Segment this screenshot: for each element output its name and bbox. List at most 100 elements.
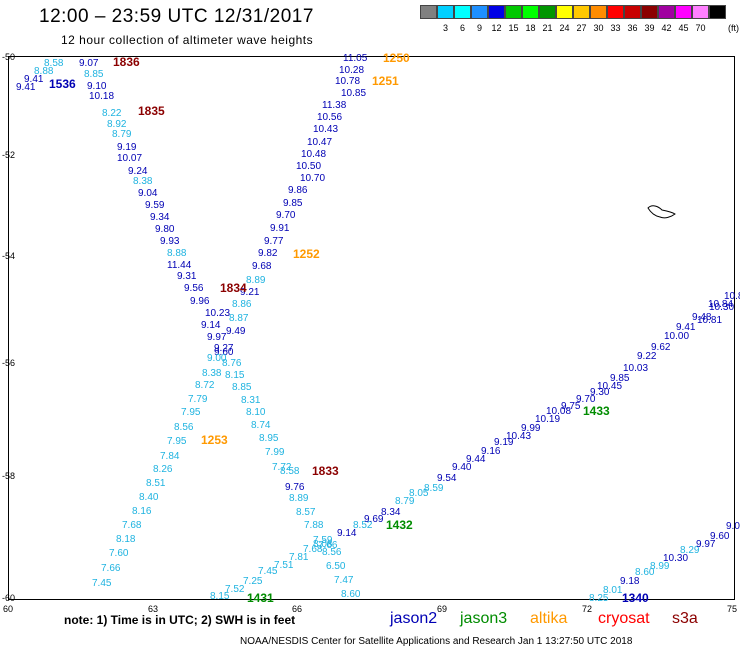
- wave-height-label: 9.49: [226, 326, 246, 337]
- wave-height-label: 9.68: [252, 261, 272, 272]
- wave-height-label: 9.41: [676, 322, 696, 333]
- legend-swatch: [505, 5, 522, 19]
- wave-height-label: 8.08: [313, 539, 333, 550]
- wave-height-label: 7.95: [167, 436, 187, 447]
- satellite-legend-jason2: jason2: [390, 610, 438, 627]
- wave-height-label: 8.58: [44, 58, 64, 69]
- wave-height-label: 7.51: [274, 560, 294, 571]
- wave-height-label: 8.10: [246, 407, 266, 418]
- lat-label: -52: [2, 150, 16, 160]
- wave-height-label: 9.21: [240, 287, 260, 298]
- wave-height-label: 9.22: [637, 351, 657, 362]
- wave-height-label: 8.89: [289, 493, 309, 504]
- legend-level-label: 42: [661, 23, 672, 33]
- wave-height-label: 8.60: [635, 567, 655, 578]
- wave-height-label: 9.60: [214, 347, 234, 358]
- wave-height-label: 8.59: [424, 483, 444, 494]
- wave-height-label: 10.70: [300, 173, 326, 184]
- wave-height-label: 9.75: [561, 401, 581, 412]
- wave-height-label: 10.23: [205, 308, 231, 319]
- wave-height-label: 10.8: [724, 291, 740, 302]
- legend-level-label: 9: [476, 23, 482, 33]
- legend-level-label: 30: [593, 23, 604, 33]
- lon-label: 72: [582, 604, 593, 614]
- wave-height-label: 8.38: [133, 176, 153, 187]
- wave-height-label: 8.22: [102, 108, 122, 119]
- wave-height-label: 7.45: [92, 578, 112, 589]
- pass-time-label: 1836: [113, 55, 140, 69]
- pass-time-label: 1340: [622, 591, 649, 605]
- wave-height-label: 8.58: [280, 466, 300, 477]
- wave-height-label: 9.82: [258, 248, 278, 259]
- wave-height-label: 8.86: [232, 299, 252, 310]
- wave-height-label: 9.80: [155, 224, 175, 235]
- legend-swatch: [437, 5, 454, 19]
- wave-height-label: 8.89: [246, 275, 266, 286]
- wave-height-label: 9.59: [145, 200, 165, 211]
- wave-height-label: 9.19: [117, 142, 137, 153]
- wave-height-label: 11.38: [322, 100, 347, 111]
- legend-swatch: [607, 5, 624, 19]
- pass-time-label: 1536: [49, 77, 76, 91]
- wave-height-label: 7.60: [109, 548, 129, 559]
- wave-height-label: 10.30: [709, 302, 735, 313]
- wave-height-label: 8.88: [167, 248, 187, 259]
- wave-height-label: 10.30: [663, 553, 689, 564]
- wave-height-label: 10.28: [339, 65, 365, 76]
- wave-height-label: 7.68: [122, 520, 142, 531]
- wave-height-label: 10.43: [506, 431, 532, 442]
- satellite-legend-altika: altika: [530, 610, 568, 627]
- wave-height-label: 8.85: [232, 382, 252, 393]
- wave-height-label: 10.07: [117, 153, 143, 164]
- wave-height-label: 8.34: [381, 507, 401, 518]
- legend-level-label: 39: [644, 23, 655, 33]
- legend-swatch: [675, 5, 692, 19]
- wave-height-label: 7.66: [318, 540, 338, 551]
- wave-height-label: 7.88: [304, 520, 324, 531]
- legend-level-label: 12: [491, 23, 502, 33]
- legend-level-label: 33: [610, 23, 621, 33]
- map-frame: [8, 56, 735, 600]
- legend-unit: (ft): [728, 23, 739, 33]
- satellite-legend-jason3: jason3: [460, 610, 508, 627]
- wave-height-label: 9.0: [726, 521, 740, 532]
- wave-height-label: 7.79: [188, 394, 208, 405]
- legend-level-label: 45: [678, 23, 689, 33]
- lat-label: -60: [2, 593, 16, 603]
- wave-height-label: 9.14: [337, 528, 357, 539]
- wave-height-label: 9.00: [207, 353, 227, 364]
- wave-height-label: 9.69: [364, 514, 384, 525]
- wave-height-label: 9.96: [190, 296, 210, 307]
- wave-height-label: 8.25: [589, 593, 609, 604]
- wave-height-label: 7.72: [272, 462, 292, 473]
- wave-height-label: 9.85: [283, 198, 303, 209]
- wave-height-label: 9.62: [651, 342, 671, 353]
- lat-label: -54: [2, 251, 16, 261]
- wave-height-label: 7.99: [265, 447, 285, 458]
- lon-label: 69: [437, 604, 448, 614]
- wave-height-label: 8.79: [395, 496, 415, 507]
- wave-height-label: 9.41: [24, 74, 44, 85]
- wave-height-label: 6.50: [326, 561, 346, 572]
- wave-height-label: 7.52: [225, 584, 245, 595]
- wave-height-label: 8.87: [229, 313, 249, 324]
- wave-height-label: 9.30: [590, 387, 610, 398]
- legend-swatch: [658, 5, 675, 19]
- lon-label: 63: [148, 604, 159, 614]
- wave-height-label: 9.97: [207, 332, 227, 343]
- legend-level-label: 18: [525, 23, 536, 33]
- wave-height-label: 8.72: [195, 380, 215, 391]
- wave-height-label: 9.18: [620, 576, 640, 587]
- wave-height-label: 8.38: [202, 368, 222, 379]
- wave-height-label: 10.81: [697, 315, 723, 326]
- wave-height-label: 10.45: [597, 381, 623, 392]
- wave-height-label: 9.24: [128, 166, 148, 177]
- wave-height-label: 7.66: [101, 563, 121, 574]
- wave-height-label: 8.16: [132, 506, 152, 517]
- pass-time-label: 1252: [293, 247, 320, 261]
- legend-swatch: [641, 5, 658, 19]
- wave-height-label: 9.93: [160, 236, 180, 247]
- wave-height-label: 10.43: [313, 124, 339, 135]
- wave-height-label: 8.31: [241, 395, 261, 406]
